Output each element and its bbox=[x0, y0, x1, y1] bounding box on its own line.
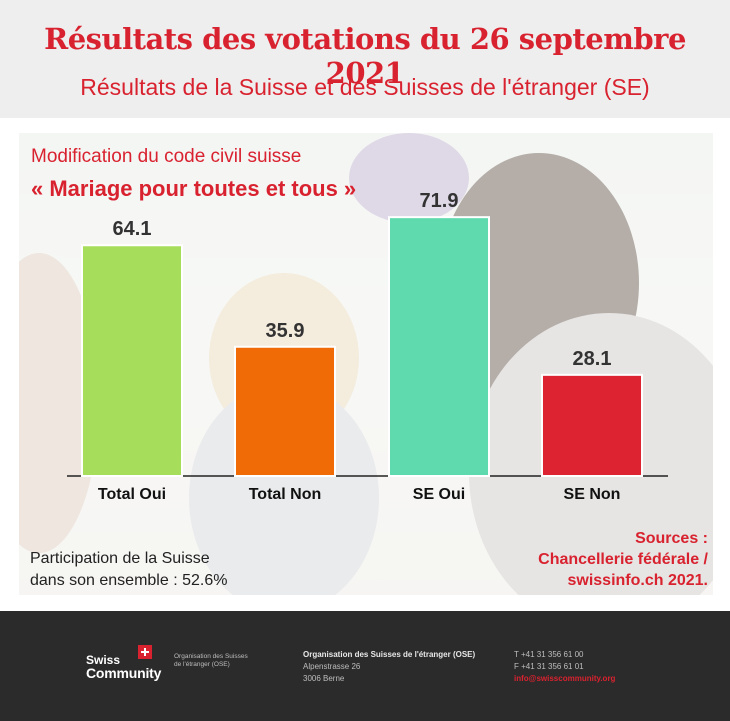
participation-line-1: Participation de la Suisse bbox=[30, 550, 210, 567]
sources-line-3: swissinfo.ch 2021. bbox=[567, 572, 708, 589]
postal-address: Organisation des Suisses de l'étranger (… bbox=[303, 649, 475, 685]
chart-subtitle: « Mariage pour toutes et tous » bbox=[31, 176, 357, 201]
x-tick-label: Total Oui bbox=[98, 486, 166, 503]
logo-word-swiss: Swiss bbox=[86, 653, 121, 667]
data-label: 64.1 bbox=[113, 218, 152, 240]
data-label: 28.1 bbox=[573, 348, 612, 370]
fax-number: F +41 31 356 61 01 bbox=[514, 662, 584, 671]
page-title: Résultats des votations du 26 septembre … bbox=[44, 22, 686, 90]
org-line-1: Organisation des Suisses bbox=[174, 653, 248, 660]
participation-line-2: dans son ensemble : 52.6% bbox=[30, 572, 228, 589]
chart-title: Modification du code civil suisse bbox=[31, 146, 302, 167]
sources-note: Sources : Chancellerie fédérale / swissi… bbox=[538, 528, 708, 591]
swiss-community-logo[interactable]: Swiss Community bbox=[86, 645, 176, 689]
data-label: 71.9 bbox=[420, 190, 459, 212]
bar-se-non bbox=[541, 373, 643, 477]
bar-se-oui bbox=[388, 216, 490, 477]
x-tick-label: SE Non bbox=[564, 486, 621, 503]
address-name: Organisation des Suisses de l'étranger (… bbox=[303, 650, 476, 659]
header-banner: Résultats des votations du 26 septembre … bbox=[0, 0, 730, 118]
org-line-2: de l'étranger (OSE) bbox=[174, 661, 230, 668]
email-link[interactable]: info@swisscommunity.org bbox=[514, 674, 616, 683]
bar-total-non bbox=[234, 345, 336, 478]
address-street: Alpenstrasse 26 bbox=[303, 662, 361, 671]
address-city: 3006 Berne bbox=[303, 674, 345, 683]
sources-line-1: Sources : bbox=[635, 530, 708, 547]
footer: Swiss Community Organisation des Suisses… bbox=[0, 611, 730, 721]
phone-number[interactable]: T +41 31 356 61 00 bbox=[514, 650, 584, 659]
bar-total-oui bbox=[81, 244, 183, 477]
sources-line-2: Chancellerie fédérale / bbox=[538, 551, 708, 568]
x-tick-label: Total Non bbox=[249, 486, 322, 503]
logo-word-community: Community bbox=[86, 665, 162, 681]
contact-info: T +41 31 356 61 00 F +41 31 356 61 01 in… bbox=[514, 649, 615, 685]
participation-note: Participation de la Suisse dans son ense… bbox=[30, 548, 227, 592]
page-subtitle: Résultats de la Suisse et des Suisses de… bbox=[80, 74, 650, 100]
data-label: 35.9 bbox=[266, 320, 305, 342]
swiss-cross-icon bbox=[138, 645, 152, 659]
x-tick-label: SE Oui bbox=[413, 486, 465, 503]
org-short-name: Organisation des Suisses de l'étranger (… bbox=[174, 653, 254, 669]
